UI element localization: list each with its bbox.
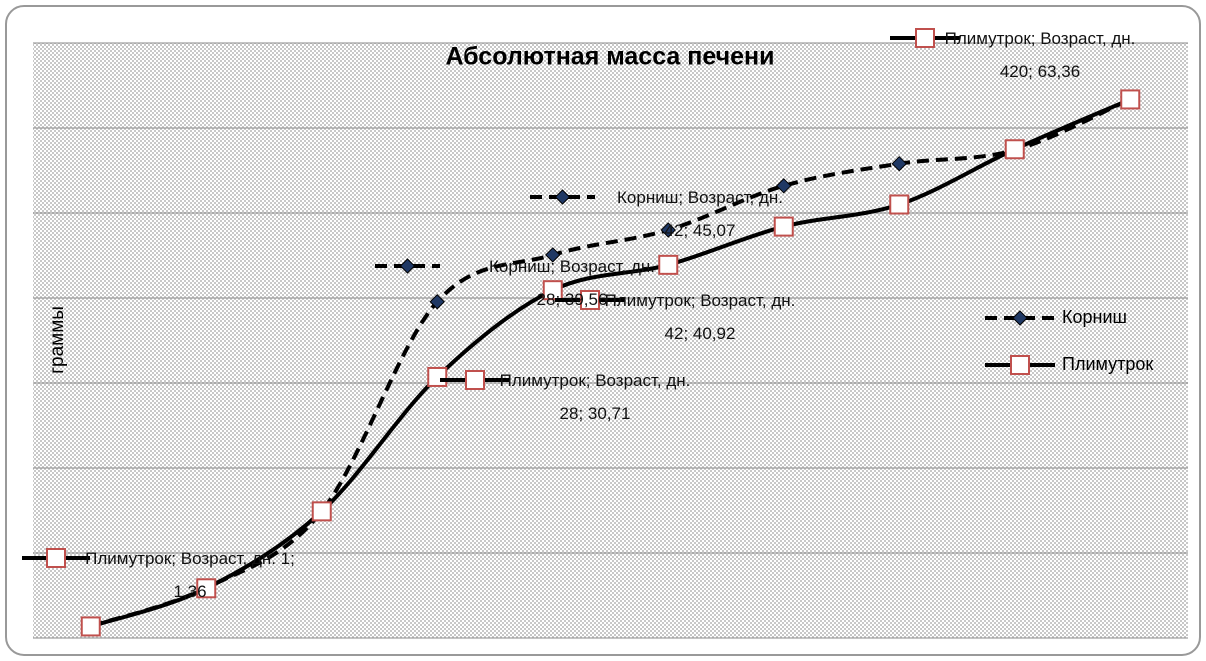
data-point — [545, 247, 561, 263]
label-key-marker — [915, 28, 935, 48]
data-point — [658, 254, 679, 275]
data-point — [1120, 89, 1141, 110]
label-key-marker — [554, 189, 571, 205]
legend-marker — [1010, 355, 1030, 375]
label-key-marker — [465, 370, 485, 390]
data-point — [773, 216, 794, 237]
label-key-marker — [399, 258, 416, 274]
data-label: Плимутрок; Возраст, дн. 1; 1,36 — [85, 549, 295, 601]
legend-marker — [1012, 310, 1028, 326]
data-label: Плимутрок; Возраст, дн. 28; 30,71 — [499, 371, 691, 423]
data-label: Корниш; Возраст, дн. 42; 45,07 — [617, 188, 783, 240]
data-point — [776, 178, 792, 194]
data-point — [429, 294, 445, 310]
chart-title: Абсолютная масса печени — [445, 43, 774, 71]
legend-label: Плимутрок — [1062, 354, 1153, 374]
data-label: Плимутрок; Возраст, дн. 420; 63,36 — [944, 29, 1136, 81]
data-point — [1004, 139, 1025, 160]
data-label: Корниш; Возраст, дн. 28; 39,56 — [489, 257, 655, 309]
plot-area — [33, 43, 1188, 638]
data-label: Плимутрок; Возраст, дн. 42; 40,92 — [604, 291, 796, 343]
legend-label: Корниш — [1062, 307, 1127, 327]
data-point — [427, 366, 448, 387]
data-point — [542, 280, 563, 301]
data-point — [891, 155, 907, 172]
y-axis-label: граммы — [47, 306, 68, 374]
label-key-marker — [580, 290, 600, 310]
label-key-marker — [46, 548, 66, 568]
series-line — [90, 97, 1132, 628]
series-line — [90, 97, 1132, 629]
data-point — [196, 578, 217, 599]
data-point — [80, 616, 101, 637]
data-point — [889, 194, 910, 215]
data-point — [660, 222, 676, 238]
data-point — [311, 501, 332, 522]
